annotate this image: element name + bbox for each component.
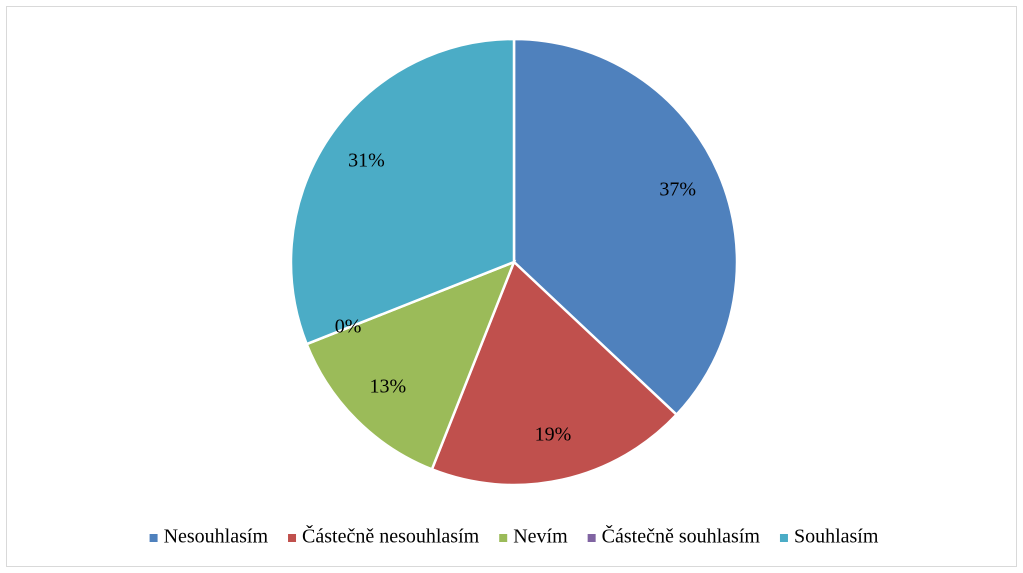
legend-swatch (499, 534, 508, 542)
data-label: 37% (659, 179, 696, 201)
legend-swatch (149, 534, 158, 542)
legend-label: Částečně nesouhlasím (302, 524, 480, 548)
data-label: 31% (348, 149, 385, 171)
data-label: 19% (535, 424, 572, 446)
legend-swatch (288, 534, 297, 542)
legend-label: Souhlasím (794, 526, 879, 548)
pie-slice (512, 37, 739, 417)
data-label: 0% (335, 315, 362, 337)
data-label: 13% (370, 376, 407, 398)
legend-label: Nevím (513, 526, 568, 548)
legend-swatch (587, 534, 596, 542)
legend-swatch (779, 534, 788, 542)
pie-slice (289, 37, 516, 346)
pie-slice (305, 259, 517, 471)
legend-label: Částečně souhlasím (602, 524, 761, 548)
legend-label: Nesouhlasím (164, 526, 269, 548)
